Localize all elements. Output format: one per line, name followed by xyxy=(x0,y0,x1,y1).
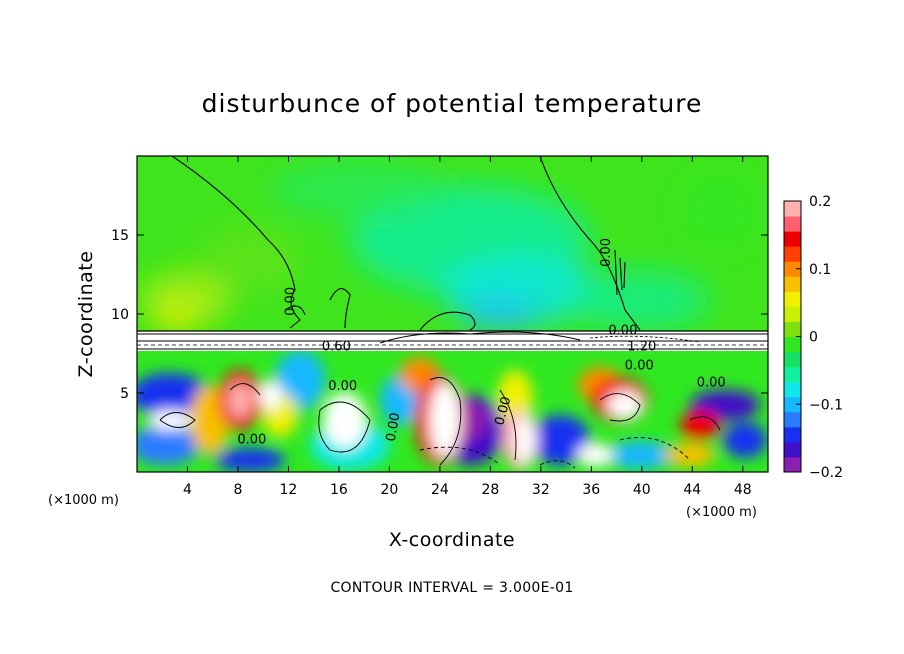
colorbar-tick-label: −0.2 xyxy=(809,465,843,481)
y-axis-label: Z-coordinate xyxy=(75,251,97,378)
x-tick-label: 28 xyxy=(481,482,499,498)
x-axis-label: X-coordinate xyxy=(389,529,515,551)
x-tick-label: 40 xyxy=(633,482,651,498)
contour-label: 0.00 xyxy=(384,412,404,443)
colorbar-tick-label: −0.1 xyxy=(809,397,843,413)
colorbar-segment xyxy=(784,366,801,383)
contour-label: 0.00 xyxy=(328,379,357,394)
inversion-band xyxy=(137,330,768,351)
contour-interval-note: CONTOUR INTERVAL = 3.000E-01 xyxy=(330,580,573,596)
colorbar-segment xyxy=(784,291,801,307)
colorbar-segment xyxy=(784,321,801,337)
colorbar-segment xyxy=(784,336,801,353)
x-axis-ticks: 4 8 12 16 20 24 28 32 36 40 44 48 xyxy=(183,156,752,498)
y-tick-label: 15 xyxy=(111,228,129,244)
x-tick-label: 8 xyxy=(233,482,242,498)
x-tick-label: 48 xyxy=(734,482,752,498)
contour-label: 0.00 xyxy=(237,433,266,448)
colorbar-segment xyxy=(784,261,801,277)
contour-label: 0.00 xyxy=(284,287,299,316)
x-tick-label: 12 xyxy=(280,482,298,498)
colorbar-tick-label: 0 xyxy=(809,330,818,346)
x-tick-label: 4 xyxy=(183,482,192,498)
contour-label: 0.00 xyxy=(492,395,514,427)
contour-label: 0.00 xyxy=(697,376,726,391)
x-tick-label: 44 xyxy=(683,482,701,498)
contour-label: 0.00 xyxy=(625,358,654,373)
upper-contours xyxy=(171,156,641,331)
chart-title: disturbunce of potential temperature xyxy=(202,89,703,118)
contour-label: 0.60 xyxy=(322,339,351,354)
contour-label: 0.00 xyxy=(599,238,614,267)
colorbar-segment xyxy=(784,306,801,322)
colorbar xyxy=(783,200,802,473)
x-tick-label: 24 xyxy=(431,482,449,498)
colorbar-tick-label: 0.1 xyxy=(809,262,831,278)
plot-area: 0.000.000.600.000.00 0.000.000.001.200.00… xyxy=(137,156,768,472)
colorbar-segment xyxy=(784,426,801,443)
contour-labels: 0.000.000.600.000.00 0.000.000.001.200.00… xyxy=(237,238,725,448)
contour-label: 0.00 xyxy=(608,324,637,339)
y-tick-label: 5 xyxy=(120,386,129,402)
colorbar-segment xyxy=(784,411,801,428)
lower-field xyxy=(137,351,768,472)
x-tick-label: 36 xyxy=(582,482,600,498)
x-tick-label: 32 xyxy=(532,482,550,498)
x-tick-label: 16 xyxy=(330,482,348,498)
colorbar-segment xyxy=(784,351,801,368)
y-axis-ticks: 5 10 15 xyxy=(111,228,768,402)
colorbar-segment xyxy=(784,276,801,292)
contour-label: 1.20 xyxy=(627,339,656,354)
y-tick-label: 10 xyxy=(111,307,129,323)
y-axis-unit: (×1000 m) xyxy=(48,493,119,508)
colorbar-segment xyxy=(784,456,801,473)
upper-field xyxy=(137,156,768,336)
colorbar-segment xyxy=(784,231,801,247)
x-tick-label: 20 xyxy=(380,482,398,498)
colorbar-segment xyxy=(784,246,801,262)
colorbar-segment xyxy=(784,216,801,232)
colorbar-segment xyxy=(784,396,801,413)
colorbar-segment xyxy=(784,201,801,217)
colorbar-segment xyxy=(784,441,801,458)
lower-contours xyxy=(159,377,721,469)
colorbar-tick-label: 0.2 xyxy=(809,194,831,210)
colorbar-segment xyxy=(784,381,801,398)
x-axis-unit: (×1000 m) xyxy=(686,505,757,520)
colorbar-ticks: 0.2 0.1 0 −0.1 −0.2 xyxy=(796,194,843,481)
